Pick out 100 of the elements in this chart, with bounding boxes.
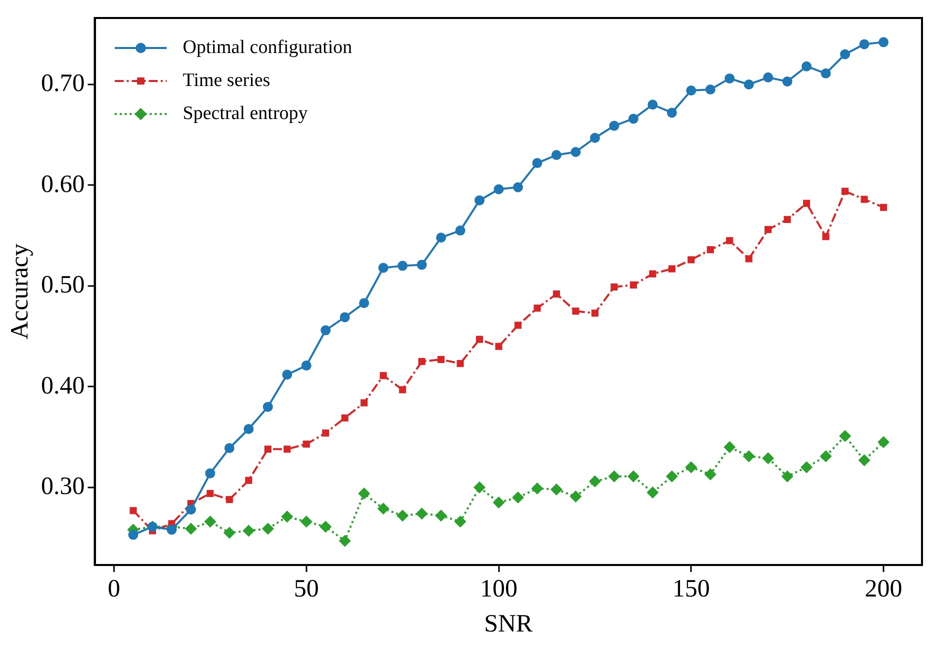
point	[492, 496, 505, 509]
y-tick-label: 0.60	[41, 170, 85, 198]
point	[646, 486, 659, 498]
point	[302, 440, 310, 448]
point	[532, 158, 542, 168]
point	[744, 79, 754, 90]
point	[820, 68, 831, 78]
point	[572, 308, 580, 315]
point	[130, 507, 137, 514]
point	[627, 470, 640, 482]
point	[630, 281, 637, 288]
point	[706, 246, 714, 254]
point	[534, 304, 541, 312]
point	[474, 195, 485, 206]
point	[341, 414, 348, 422]
point	[608, 470, 620, 482]
point	[512, 182, 523, 192]
legend-label: Optimal configuration	[182, 36, 353, 58]
point	[588, 475, 601, 488]
x-tick-label: 200	[864, 576, 902, 603]
point	[244, 424, 254, 434]
point	[784, 216, 791, 224]
point	[726, 237, 734, 244]
point	[262, 522, 274, 535]
point	[205, 468, 216, 478]
point	[416, 260, 427, 270]
point	[724, 441, 736, 454]
point	[705, 84, 716, 95]
point	[512, 492, 524, 504]
point	[688, 256, 695, 264]
point	[166, 524, 177, 535]
point	[436, 232, 446, 243]
point	[494, 184, 504, 194]
point	[878, 37, 889, 48]
point	[380, 372, 387, 380]
point	[628, 114, 638, 124]
point	[418, 358, 426, 366]
point	[474, 481, 486, 494]
point	[514, 322, 522, 329]
point	[396, 510, 409, 522]
point	[609, 120, 620, 131]
point	[858, 454, 870, 466]
point	[206, 490, 214, 498]
point	[531, 482, 544, 494]
point	[668, 265, 676, 272]
point	[281, 510, 294, 523]
point	[224, 443, 234, 454]
point	[666, 108, 677, 118]
point	[338, 534, 351, 547]
point	[552, 290, 560, 298]
point	[782, 76, 792, 86]
point	[455, 226, 466, 236]
point	[610, 283, 618, 291]
legend-label: Spectral entropy	[182, 102, 308, 124]
point	[454, 516, 466, 528]
point	[724, 73, 735, 84]
point	[284, 446, 291, 453]
point	[184, 522, 197, 535]
legend-label: Time series	[182, 70, 270, 91]
point	[839, 430, 852, 442]
point	[878, 436, 890, 448]
point	[762, 452, 774, 464]
point	[340, 312, 350, 322]
point	[570, 146, 581, 157]
point	[570, 490, 582, 502]
point	[223, 526, 236, 539]
point	[378, 262, 388, 273]
point	[803, 200, 810, 207]
y-tick-label: 0.50	[41, 272, 85, 299]
point	[320, 325, 331, 336]
point	[649, 270, 656, 278]
point	[800, 461, 813, 474]
point	[282, 370, 292, 380]
point	[399, 386, 406, 394]
y-tick-label: 0.30	[41, 472, 85, 500]
point	[590, 132, 600, 143]
point	[666, 470, 678, 482]
x-tick-label: 50	[294, 576, 319, 603]
point	[763, 72, 774, 82]
point	[358, 487, 370, 500]
point	[476, 336, 484, 343]
point	[242, 524, 255, 537]
x-tick-label: 0	[108, 576, 120, 603]
point	[360, 399, 368, 406]
point	[822, 233, 830, 240]
point	[416, 508, 428, 520]
point	[745, 255, 752, 262]
point	[550, 483, 562, 496]
point	[456, 360, 464, 368]
point	[322, 430, 330, 437]
point	[301, 360, 312, 371]
point	[398, 260, 408, 271]
point	[204, 516, 216, 528]
point	[377, 502, 390, 515]
y-tick-label: 0.40	[41, 372, 85, 400]
point	[226, 496, 233, 504]
point	[262, 402, 273, 412]
point	[551, 150, 562, 160]
point	[742, 450, 755, 462]
point	[128, 530, 138, 540]
